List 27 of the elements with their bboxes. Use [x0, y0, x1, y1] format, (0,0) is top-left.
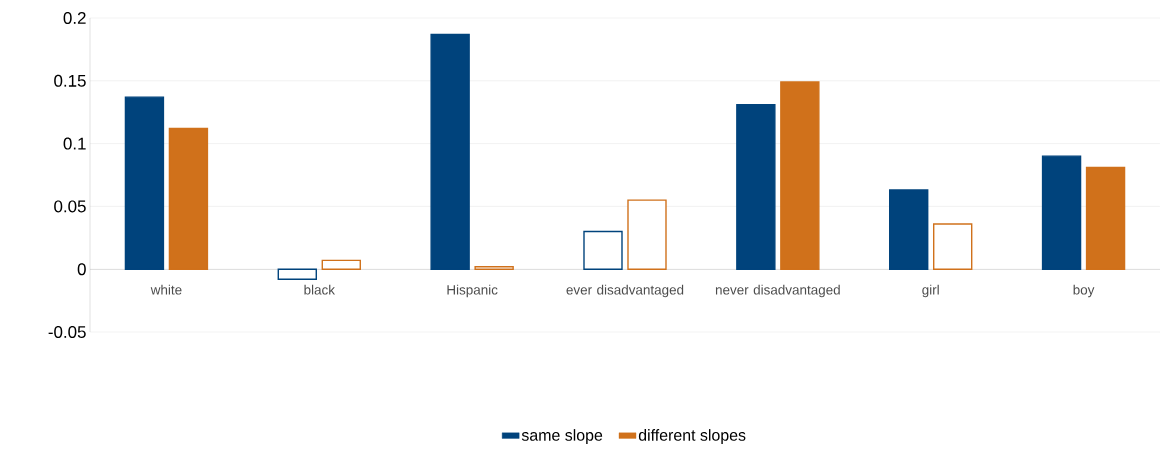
y-tick-label: 0.2 [63, 12, 86, 24]
bar [736, 103, 776, 270]
legend-label: same slope [521, 429, 603, 444]
y-tick-label: 0 [77, 263, 86, 276]
bar [474, 265, 514, 270]
x-tick-label: girl [922, 284, 939, 298]
bar [321, 259, 361, 270]
x-tick-label: white [150, 284, 182, 295]
bar [1041, 155, 1082, 270]
bar [889, 189, 929, 270]
bar [1085, 166, 1126, 270]
x-tick-label: never disadvantaged [715, 284, 840, 298]
legend-label: different slopes [638, 429, 746, 444]
y-tick-label: 0.15 [54, 74, 86, 87]
bar [124, 96, 165, 270]
x-tick-label: Hispanic [447, 284, 498, 298]
x-tick-label: ever disadvantaged [566, 284, 684, 298]
bar [430, 33, 470, 270]
y-tick-label: 0.05 [54, 200, 86, 213]
bar [168, 127, 209, 270]
bar [627, 199, 667, 270]
y-tick-label: -0.05 [48, 326, 86, 338]
bar [933, 223, 973, 270]
x-tick-label: boy [1073, 284, 1095, 298]
y-tick-label: 0.1 [63, 137, 86, 150]
x-tick-label: black [304, 284, 335, 295]
bar [780, 81, 820, 270]
